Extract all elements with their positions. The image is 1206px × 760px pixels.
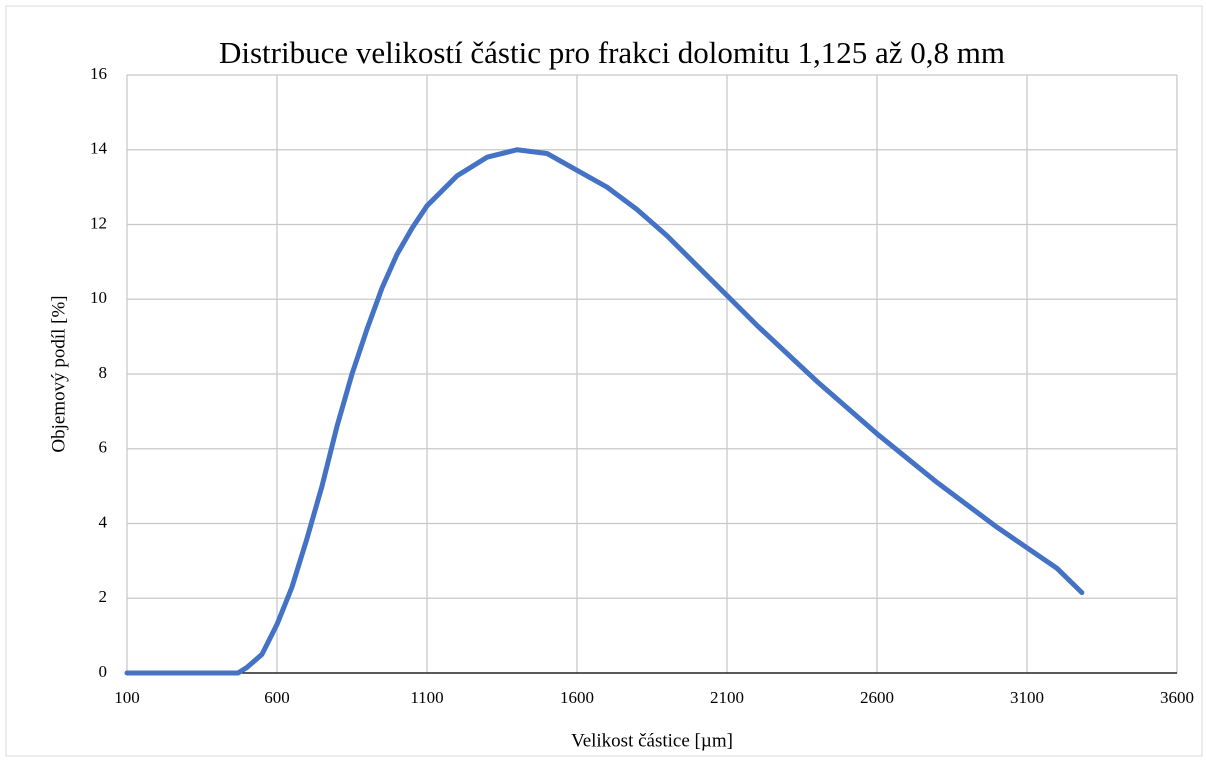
x-tick-label: 3100 [1010,688,1044,707]
x-tick-label: 3600 [1160,688,1194,707]
y-axis-label: Objemový podíl [%] [48,295,69,452]
x-tick-label: 2600 [860,688,894,707]
y-tick-label: 14 [90,139,108,158]
y-tick-label: 10 [90,288,107,307]
y-tick-label: 0 [99,662,108,681]
y-tick-label: 4 [99,512,108,531]
x-tick-label: 2100 [710,688,744,707]
data-line [124,147,1085,676]
y-tick-label: 8 [99,363,108,382]
x-axis-label: Velikost částice [µm] [571,730,733,751]
y-tick-label: 2 [99,587,108,606]
x-tick-label: 1600 [560,688,594,707]
x-tick-label: 1100 [410,688,443,707]
y-tick-label: 12 [90,213,107,232]
chart-title: Distribuce velikostí částic pro frakci d… [219,35,1005,70]
y-tick-label: 16 [90,64,107,83]
y-tick-label: 6 [99,438,108,457]
chart-frame [5,5,1203,757]
x-tick-label: 600 [264,688,290,707]
x-tick-label: 100 [114,688,140,707]
